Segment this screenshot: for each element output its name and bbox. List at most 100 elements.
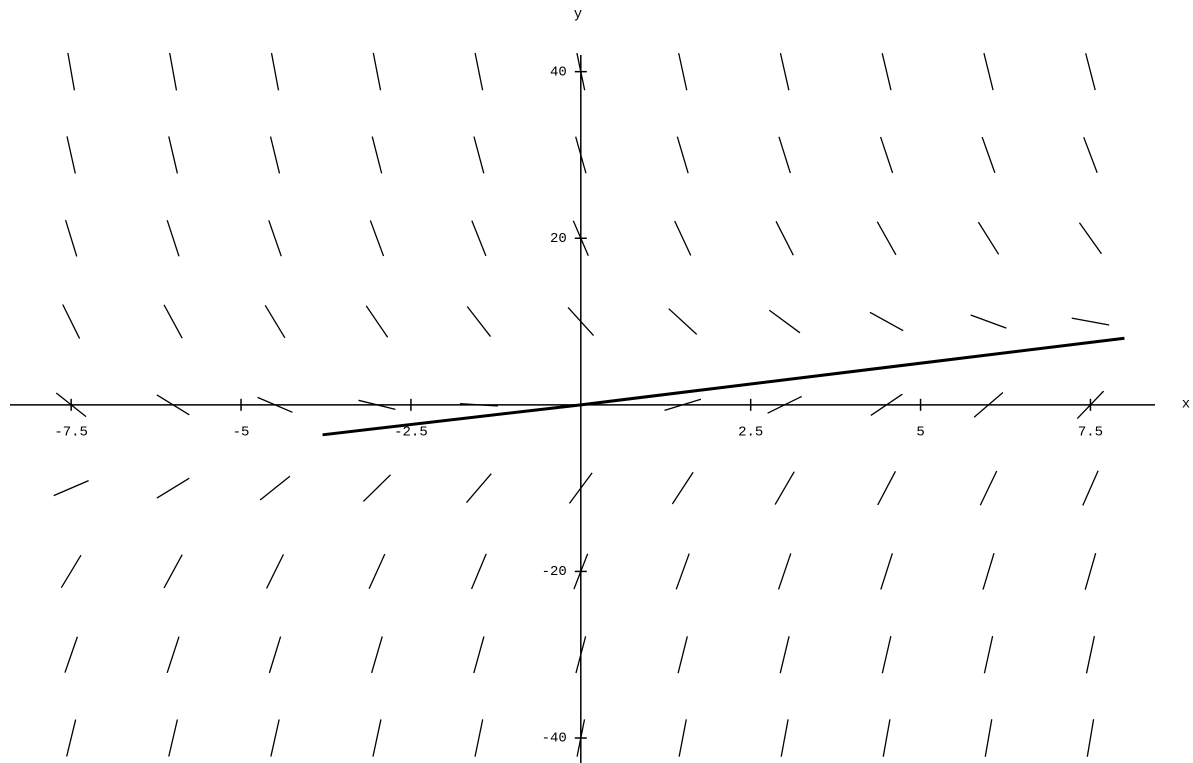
slope-segment — [1083, 136, 1098, 173]
solution-curve — [322, 336, 1125, 437]
slope-segment — [779, 636, 790, 674]
slope-segment — [60, 554, 82, 589]
slope-segment — [66, 136, 76, 174]
slope-segment — [459, 403, 498, 407]
slope-segment — [774, 471, 795, 505]
slope-segment — [266, 554, 285, 589]
slope-segment — [775, 221, 794, 256]
y-tick-label: -20 — [542, 564, 567, 580]
x-axis-label: x — [1182, 397, 1190, 413]
slope-segment — [768, 309, 801, 334]
slope-segment — [362, 474, 391, 502]
slope-segment — [268, 636, 282, 674]
slope-segment — [1078, 222, 1102, 255]
slope-segment — [365, 305, 389, 338]
slope-segment — [259, 475, 291, 501]
slope-segment — [1084, 552, 1097, 590]
slope-segment — [1085, 635, 1096, 674]
slope-segment — [67, 52, 76, 91]
slope-segment — [677, 636, 688, 674]
slope-segment — [66, 719, 77, 757]
slope-segment — [1082, 470, 1099, 506]
slope-segment — [882, 719, 891, 757]
slope-segment — [268, 220, 282, 257]
slope-segment — [675, 553, 690, 590]
slope-segment — [372, 52, 382, 91]
slope-segment — [572, 220, 589, 256]
slope-segment — [664, 398, 702, 412]
slope-segment — [371, 136, 383, 174]
slope-segment — [474, 719, 484, 757]
slope-segment — [576, 52, 586, 91]
slope-segment — [474, 52, 484, 91]
y-tick-label: 20 — [550, 231, 567, 247]
slope-segment — [575, 136, 587, 174]
slope-segment — [358, 399, 396, 410]
slope-segment — [977, 221, 1000, 255]
slope-segment — [371, 636, 383, 674]
slope-segment — [778, 136, 791, 174]
slope-segment — [166, 636, 180, 673]
slope-segment — [269, 136, 281, 174]
slope-segment — [678, 52, 688, 91]
slope-segment — [568, 472, 593, 504]
y-axis-label: y — [574, 7, 582, 23]
x-tick-label: -7.5 — [54, 425, 88, 441]
slope-segment — [156, 394, 190, 416]
slope-segment — [576, 719, 586, 757]
x-tick-label: 7.5 — [1078, 425, 1103, 441]
slope-segment — [163, 304, 183, 339]
slope-segment — [1076, 390, 1105, 419]
slope-segment — [264, 304, 286, 339]
slope-segment — [767, 395, 803, 414]
slope-segment — [870, 393, 903, 416]
slope-segment — [869, 311, 904, 332]
slope-segment — [168, 136, 179, 174]
slope-segment — [573, 553, 589, 590]
slope-segment — [984, 719, 993, 757]
slope-segment — [979, 470, 998, 506]
slope-segment — [270, 719, 280, 757]
slope-segment — [575, 636, 587, 674]
slope-segment — [780, 719, 789, 757]
slope-segment — [471, 220, 487, 257]
slope-segment — [567, 307, 595, 337]
slope-segment — [1086, 719, 1095, 757]
slope-segment — [983, 636, 994, 674]
y-tick-label: 40 — [550, 64, 567, 80]
slope-segment — [473, 636, 485, 674]
slope-segment — [982, 553, 995, 590]
slope-segment — [880, 553, 893, 590]
slope-segment — [1085, 53, 1096, 91]
slope-segment — [257, 396, 293, 413]
x-tick-label: 2.5 — [738, 425, 763, 441]
x-tick-label: 5 — [916, 425, 924, 441]
slope-segment — [983, 53, 994, 91]
slope-segment — [881, 53, 892, 91]
slope-segment — [168, 719, 179, 757]
slope-segment — [1071, 317, 1110, 326]
slope-segment — [163, 554, 183, 589]
slope-segment — [466, 473, 492, 503]
slope-segment — [466, 306, 492, 337]
slope-segment — [877, 471, 897, 506]
slope-segment — [981, 136, 996, 174]
slope-segment — [166, 219, 180, 257]
y-tick-label: -40 — [542, 731, 567, 747]
slope-segment — [876, 221, 897, 256]
slope-segment — [270, 52, 280, 91]
slope-segment — [779, 52, 790, 91]
slope-segment — [777, 553, 792, 590]
slope-segment — [156, 477, 190, 499]
slope-segment — [169, 52, 178, 91]
slope-segment — [473, 136, 485, 174]
slope-segment — [372, 719, 382, 757]
x-tick-label: -2.5 — [394, 425, 428, 441]
x-tick-label: -5 — [233, 425, 250, 441]
slope-segment — [674, 220, 692, 256]
slope-segment — [973, 391, 1004, 418]
slope-segment — [881, 636, 892, 674]
slope-segment — [671, 471, 694, 505]
slope-segment — [53, 480, 89, 497]
slope-segment — [676, 136, 689, 174]
